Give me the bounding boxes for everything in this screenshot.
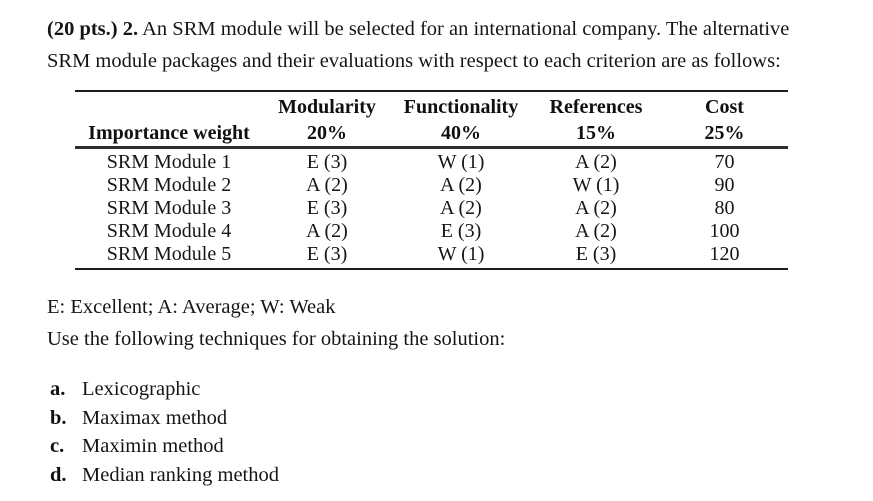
module-label: SRM Module 5 (106, 243, 232, 265)
weight-row-label: Importance weight (88, 122, 250, 144)
problem-points-label: (20 pts.) 2. (47, 18, 139, 40)
weight-value: 40% (441, 122, 481, 144)
rating-legend: E: Excellent; A: Average; W: Weak (47, 296, 336, 318)
eval-cell: E (3) (306, 151, 348, 173)
list-item: c. Maximin method (47, 432, 827, 461)
option-text: Median ranking method (82, 463, 279, 486)
criterion-header: References (549, 96, 643, 118)
eval-cell: A (2) (440, 174, 482, 196)
weights-header-row: Importance weight 20% 40% 15% 25% (75, 120, 788, 148)
eval-cell: A (2) (306, 220, 348, 242)
option-letter: d. (50, 463, 67, 486)
eval-cell: E (3) (306, 243, 348, 265)
empty-header-cell (75, 91, 263, 120)
weight-value: 20% (307, 122, 347, 144)
eval-cell: E (3) (575, 243, 617, 265)
list-item: b. Maximax method (47, 404, 827, 433)
eval-cell: A (2) (440, 197, 482, 219)
eval-cell: E (3) (440, 220, 482, 242)
eval-cell: W (1) (437, 151, 485, 173)
list-item: a. Lexicographic (47, 375, 827, 404)
cost-cell: 100 (709, 220, 740, 242)
problem-intro-text: An SRM module will be selected for an in… (47, 18, 790, 72)
module-label: SRM Module 2 (106, 174, 232, 196)
option-text: Maximax method (82, 406, 228, 429)
cost-cell: 120 (709, 243, 740, 265)
problem-statement: (20 pts.) 2. An SRM module will be selec… (47, 13, 830, 77)
eval-cell: A (2) (306, 174, 348, 196)
eval-cell: A (2) (575, 151, 617, 173)
option-text: Maximin method (82, 435, 224, 457)
instruction-text: Use the following techniques for obtaini… (47, 328, 506, 350)
weight-value: 25% (704, 122, 745, 144)
criteria-header-row: Modularity Functionality References Cost (75, 91, 788, 120)
criterion-header: Cost (705, 96, 744, 118)
cost-cell: 90 (714, 174, 735, 196)
eval-cell: W (1) (437, 243, 485, 265)
weight-value: 15% (576, 122, 616, 144)
cost-cell: 80 (714, 197, 735, 219)
module-label: SRM Module 3 (106, 197, 232, 219)
criterion-header: Functionality (403, 96, 519, 118)
table-row: SRM Module 3 E (3) A (2) A (2) 80 (75, 197, 788, 220)
table-row: SRM Module 4 A (2) E (3) A (2) 100 (75, 220, 788, 243)
criterion-header: Modularity (278, 96, 376, 118)
option-letter: a. (50, 378, 66, 400)
technique-options-list: a. Lexicographic b. Maximax method c. Maxim… (47, 375, 827, 489)
module-label: SRM Module 1 (106, 151, 232, 173)
option-letter: c. (50, 435, 65, 457)
eval-cell: A (2) (575, 197, 617, 219)
table-row: SRM Module 1 E (3) W (1) A (2) 70 (75, 148, 788, 175)
cost-cell: 70 (714, 151, 735, 173)
option-text: Lexicographic (82, 378, 201, 400)
table-row: SRM Module 5 E (3) W (1) E (3) 120 (75, 243, 788, 269)
evaluation-table: Modularity Functionality References Cost… (75, 90, 788, 270)
eval-cell: E (3) (306, 197, 348, 219)
eval-cell: A (2) (575, 220, 617, 242)
option-letter: b. (50, 406, 67, 429)
list-item: d. Median ranking method (47, 461, 827, 490)
legend-and-instruction: E: Excellent; A: Average; W: Weak Use th… (47, 291, 827, 355)
eval-cell: W (1) (572, 174, 620, 196)
module-label: SRM Module 4 (106, 220, 232, 242)
table-row: SRM Module 2 A (2) A (2) W (1) 90 (75, 174, 788, 197)
